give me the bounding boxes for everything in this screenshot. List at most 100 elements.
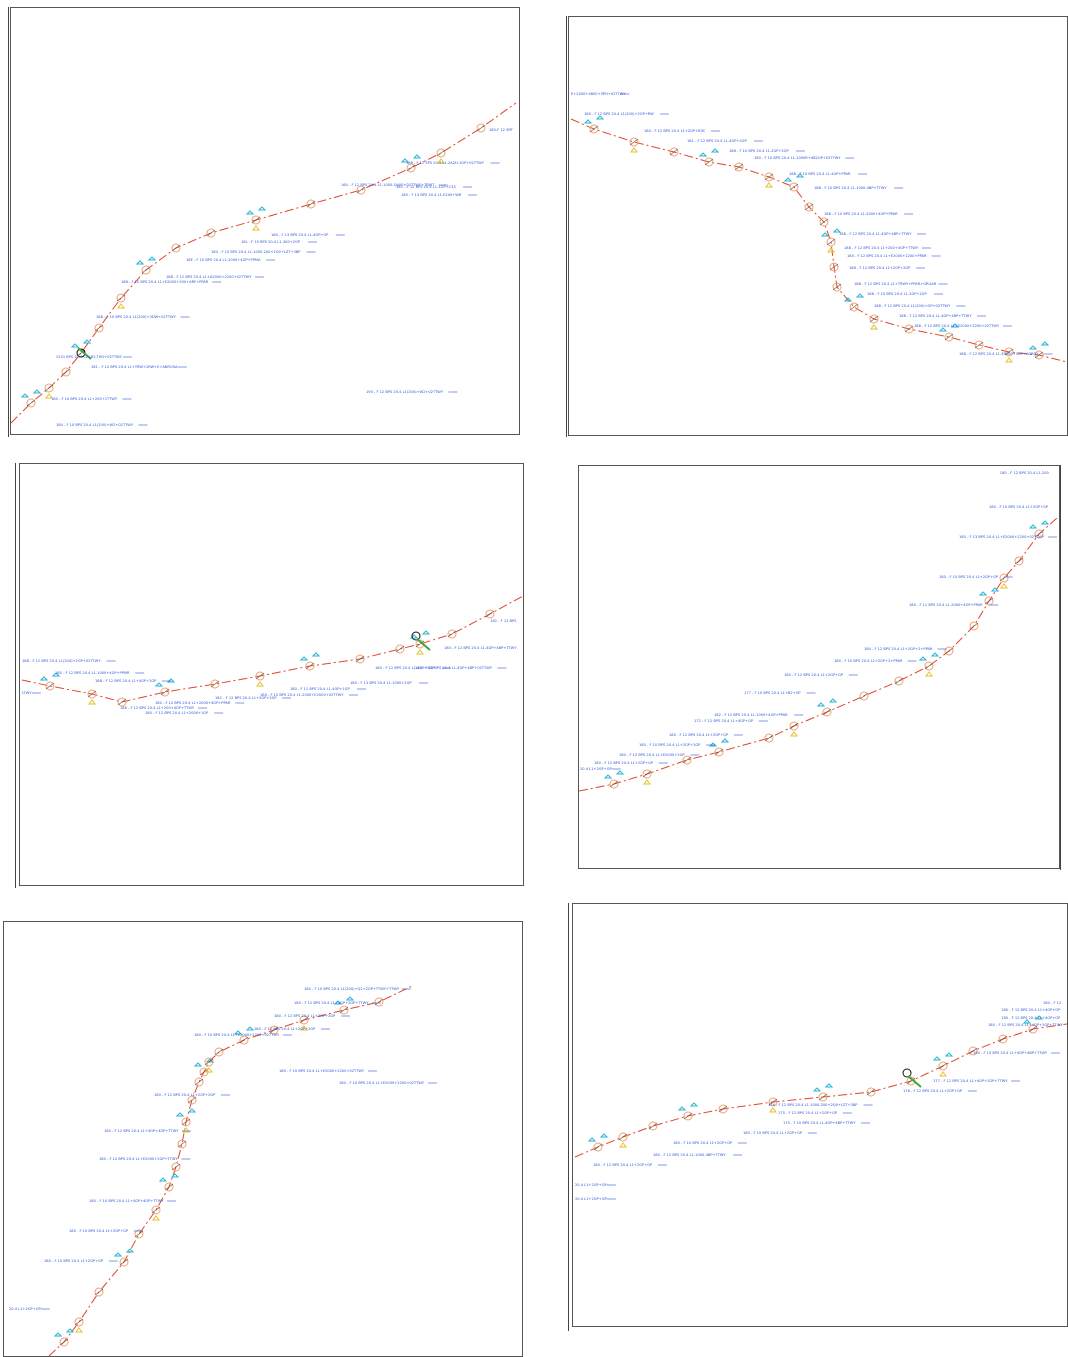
circle-node-icon <box>924 661 934 671</box>
pipe-label: 180 - F 10 BPS 20.4 L1+2GP+GP <box>69 1229 129 1233</box>
drawing-panel-1[interactable]: 190 - F 12 BPS 20.4 L1(200)+W2+02TTWY 180… <box>10 7 520 435</box>
pipe-label: 180 - F 10 BPS 20.4 L1(200)+Q2+2GP+TTWY+… <box>304 987 400 991</box>
marker-icon <box>925 671 933 677</box>
marker-icon <box>689 1102 699 1107</box>
circle-node-icon <box>609 779 619 789</box>
pipe-label: 188 - F 10 BPS 20.4 L1(200)+3DW+02TTWY <box>96 315 177 319</box>
vertex-icon <box>829 263 839 271</box>
pipe-label: 180 - F 10 BPS 20.4 L1+2GP+2+PPAR <box>834 659 903 663</box>
marker-icon <box>820 232 830 237</box>
pipe-label: 180 - F 10 BPS 20.4 L1+2GP+GP <box>743 1131 803 1135</box>
circle-node-icon <box>306 199 316 209</box>
pipe-label: 188 - F 12 BPS 20.4 L1-4GP+4BP+TTWY <box>899 314 972 318</box>
vertex-icon <box>239 1036 249 1044</box>
pipe-label: 180 - F 12 BPS 20.4 L1+2000+1GP <box>145 711 209 715</box>
vertex-icon <box>339 1006 349 1014</box>
circle-node-icon <box>944 646 954 656</box>
pipe-label: 180 - F 12 BPS 20.4 L1+2GP+GP <box>594 761 654 765</box>
circle-node-icon <box>160 687 170 697</box>
pipe-label: 188 - F 12 SPS 20.4 L1-2A2H-1GP+02TTWY <box>406 161 485 165</box>
pipe-label: 180 - F 12 BPS 20.4 L1+2GP+2+PPAR <box>864 647 933 651</box>
circle-node-icon <box>476 123 486 133</box>
marker-icon <box>938 327 948 332</box>
marker-icon <box>166 678 176 683</box>
pipe-label: 188 - F 12 BPS 20.4 L1+2GP+2GP <box>849 266 911 270</box>
circle-node-icon <box>818 1092 828 1102</box>
vertex-icon <box>26 399 36 407</box>
drawing-panel-4[interactable]: 180 - F 12 BPS 20.4 L1-200 180 - F 10 BPS… <box>578 465 1060 869</box>
circle-node-icon <box>629 137 639 147</box>
vertex-icon <box>306 200 316 208</box>
marker-icon <box>812 1087 822 1092</box>
vertex-icon <box>87 690 97 698</box>
pipe-label: 180 - F 10 BPS 20.4 L1+2GP+GP <box>939 575 999 579</box>
drawing-panel-3[interactable]: 188 - F 12 BPS 20.4 L1(200)+2GP+02TTWY 18… <box>19 463 524 886</box>
drawing-panel-6[interactable]: 180 - F 12 180 - F 12 BPS 20.4 L1+4GP+GP 1… <box>572 903 1068 1327</box>
pipe-label: 188 - F 12 BPS 20.4 L1+200+4GP+TTWY <box>120 706 195 710</box>
marker-icon <box>939 1071 947 1077</box>
circle-node-icon <box>944 332 954 342</box>
circle-node-icon <box>999 573 1009 583</box>
pipe-label: 188 - F 12 BPS 20.4 L1+200+4GP+TTWY <box>844 246 919 250</box>
marker-icon <box>45 393 53 399</box>
circle-node-icon <box>141 265 151 275</box>
circle-node-icon <box>406 163 416 173</box>
vertex-icon <box>944 333 954 341</box>
vertex-icon <box>866 1088 876 1096</box>
vertex-icon <box>984 597 994 605</box>
marker-icon <box>51 672 61 677</box>
circle-node-icon <box>395 644 405 654</box>
marker-icon <box>843 297 853 302</box>
pipe-label: LTWY <box>22 691 32 695</box>
pipe-label: 190 - F 12 BPS 20.4 L1(200)+W2+02TTWY <box>366 390 444 394</box>
vertex-icon <box>214 1048 224 1056</box>
vertex-icon <box>181 1118 191 1126</box>
vertex-icon <box>415 640 425 648</box>
circle-node-icon <box>87 689 97 699</box>
vertex-icon <box>789 722 799 730</box>
pipe-label: 177 - F 10 BPS 20.4 L1+B2+GP <box>744 691 801 695</box>
circle-node-icon <box>804 202 814 212</box>
route-canvas-2: E+2000+4600+3PH+02TTWY 180 - F 12 BPS 20.… <box>570 92 1067 363</box>
pipe-label: 180 - F 10 BPS 20.4 L1-4GP+4BP+02TTWY <box>415 666 493 670</box>
vertex-icon <box>999 574 1009 582</box>
vertex-icon <box>974 341 984 349</box>
vertex-icon <box>447 630 457 638</box>
marker-icon <box>710 148 720 153</box>
circle-node-icon <box>239 1035 249 1045</box>
marker-icon <box>918 656 928 661</box>
pipe-label: 180 - F 12 BPS 20.4 L1-1000+4GP+PPMR <box>55 671 130 675</box>
marker-icon <box>932 1056 942 1061</box>
vertex-icon <box>642 770 652 778</box>
circle-node-icon <box>683 1111 693 1121</box>
vertex-icon <box>374 998 384 1006</box>
vertex-icon <box>299 1016 309 1024</box>
pipe-label: 2201 BPS 20.4 L1+B2-THO+02TTWY <box>56 355 123 359</box>
circle-node-icon <box>938 1061 948 1071</box>
marker-icon <box>855 293 865 298</box>
vertex-icon <box>44 384 54 392</box>
circle-node-icon <box>116 293 126 303</box>
circle-node-icon <box>849 302 859 312</box>
marker-icon <box>944 1052 954 1057</box>
marker-icon <box>421 630 431 635</box>
vertex-icon <box>1034 351 1044 359</box>
vertex-icon <box>894 677 904 685</box>
pipe-label: 180 - F 10 BPS 20.4 L1(200)+W2+02TTWY <box>56 423 134 427</box>
pipe-label: 188 - F 10 BPS 20.4 L1+E2000+200+ARF+PPA… <box>121 280 209 284</box>
pipe-label: 180 - F 12 BPS 20.4 L1-4GP+4GP <box>375 666 435 670</box>
marker-icon <box>1005 357 1013 363</box>
vertex-icon <box>251 216 261 224</box>
circle-node-icon <box>164 1182 174 1192</box>
circle-node-icon <box>648 1121 658 1131</box>
circle-node-icon <box>355 654 365 664</box>
vertex-icon <box>94 1288 104 1296</box>
marker-icon <box>583 119 593 124</box>
circle-node-icon <box>618 1132 628 1142</box>
vertex-icon <box>859 692 869 700</box>
circle-node-icon <box>904 324 914 334</box>
circle-node-icon <box>94 1287 104 1297</box>
drawing-panel-2[interactable]: E+2000+4600+3PH+02TTWY 180 - F 12 BPS 20.… <box>568 16 1068 436</box>
pipe-label: 18E - F 10 BPS 20.4 L1-2000+4GP+PPMA <box>186 258 261 262</box>
drawing-panel-5[interactable]: 180 - F 10 BPS 20.4 L1(200)+Q2+2GP+TTWY+… <box>3 921 523 1357</box>
